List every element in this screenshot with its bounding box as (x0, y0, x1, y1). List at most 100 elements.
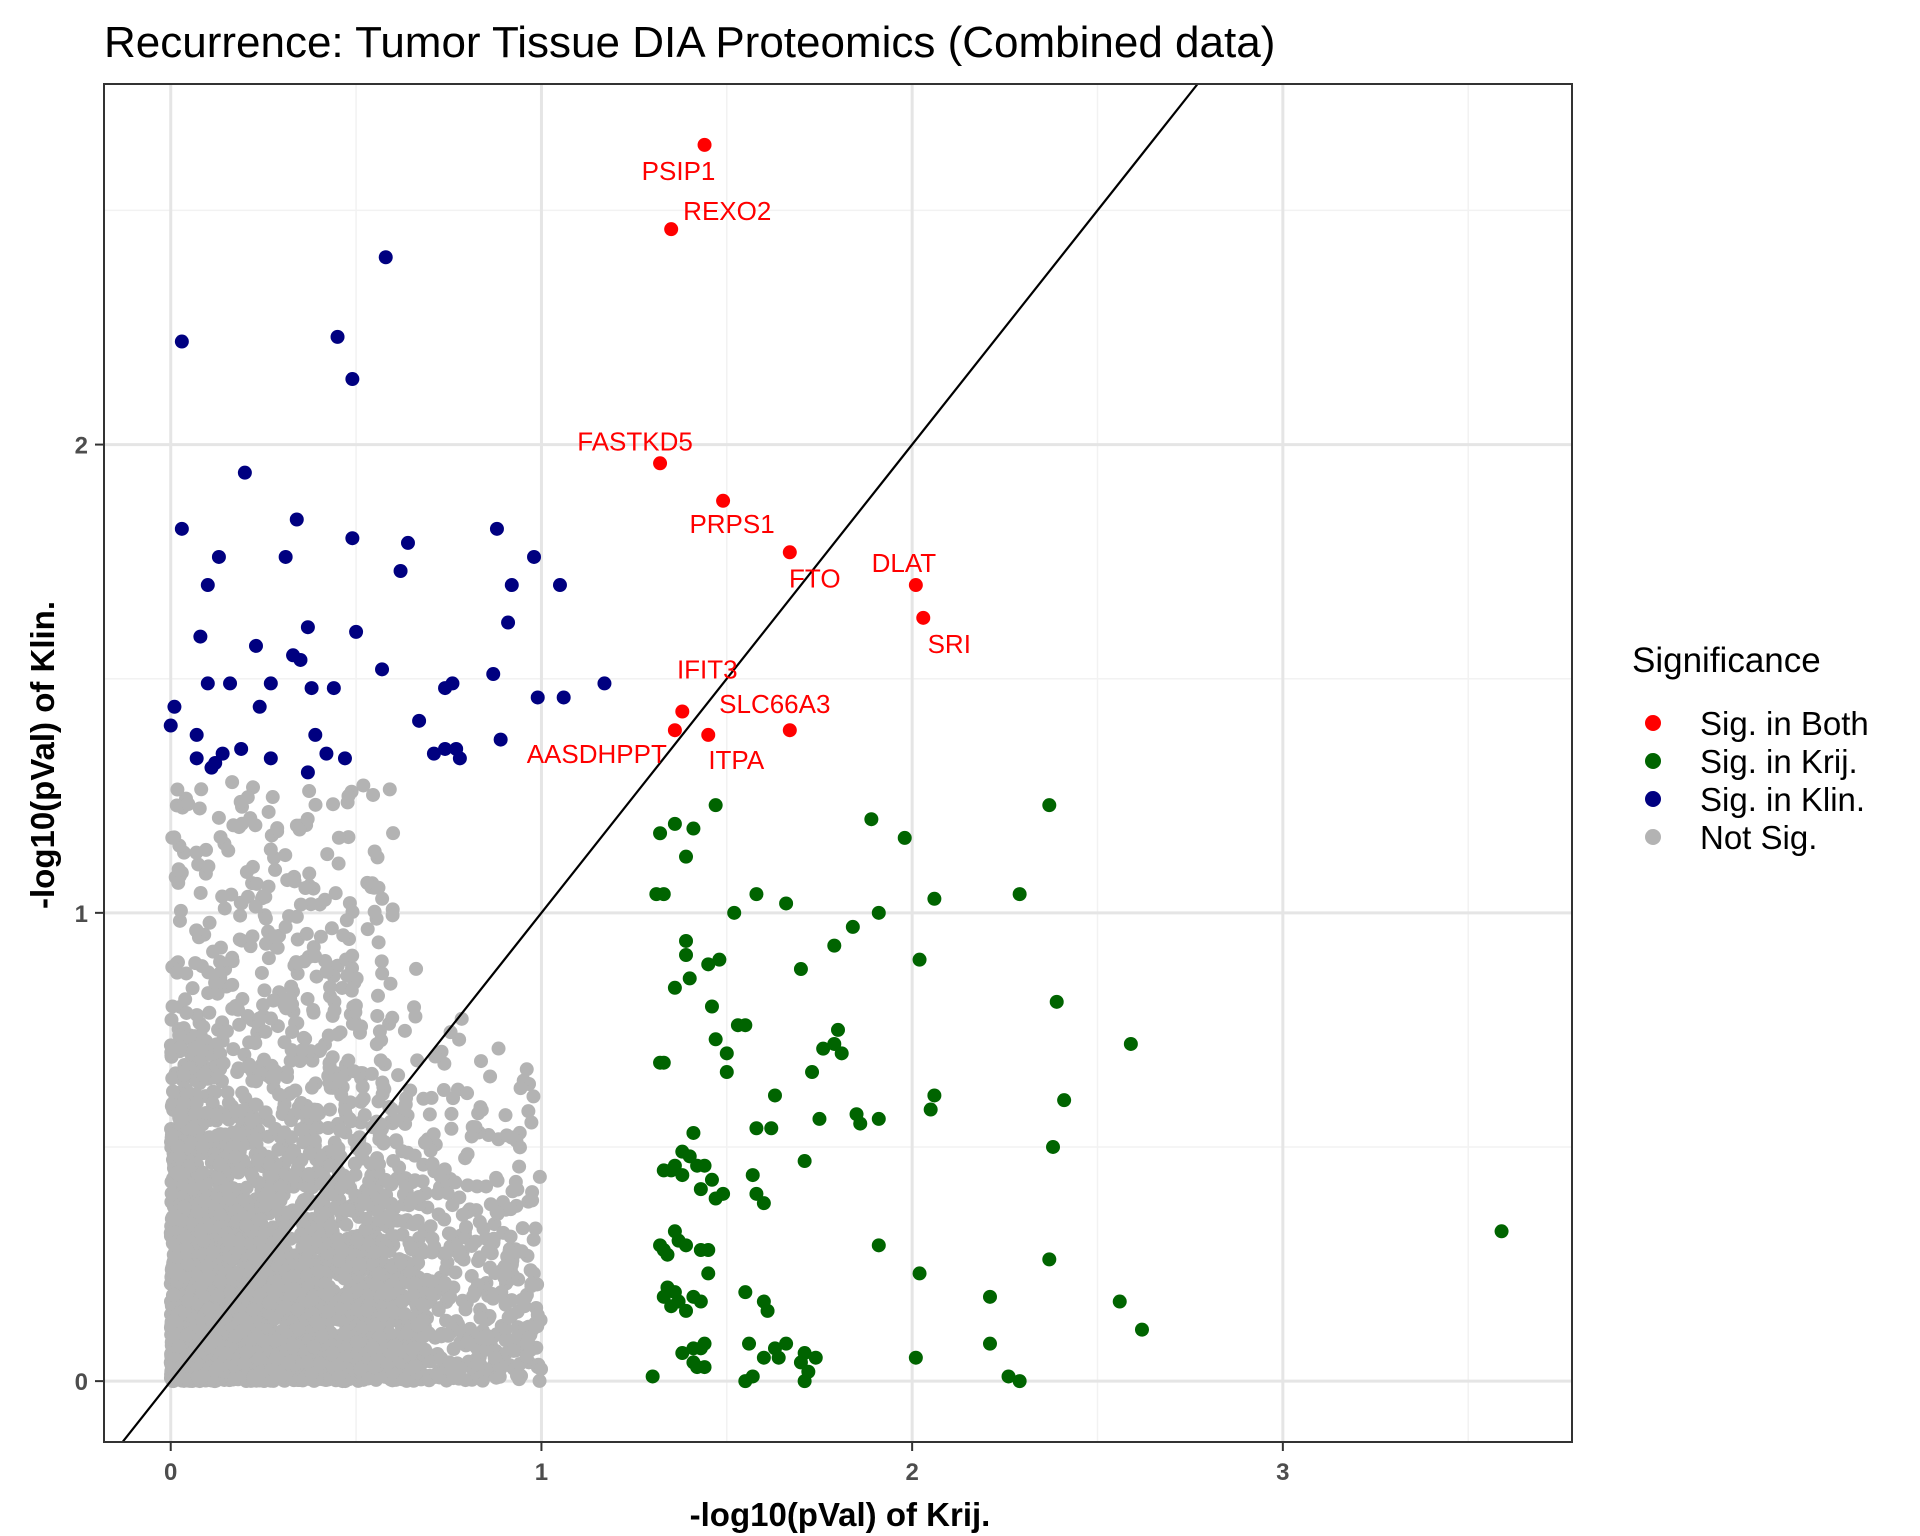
not-sig-point (370, 1008, 385, 1023)
not-sig-point (366, 787, 381, 802)
not-sig-point (213, 1207, 228, 1222)
not-sig-point (325, 1050, 340, 1065)
sig-in-krij-point (808, 1350, 823, 1365)
not-sig-point (389, 1133, 404, 1148)
not-sig-point (244, 1113, 259, 1128)
not-sig-point (202, 1005, 217, 1020)
sig-in-klin-point (204, 760, 219, 775)
not-sig-point (295, 1043, 310, 1058)
not-sig-point (296, 1030, 311, 1045)
not-sig-point (422, 1107, 437, 1122)
not-sig-point (342, 1112, 357, 1127)
not-sig-point (465, 1120, 480, 1135)
point-label-prps1: PRPS1 (689, 509, 774, 539)
not-sig-point (371, 1266, 386, 1281)
sig-in-krij-point (760, 1303, 775, 1318)
sig-in-krij-point (834, 1046, 849, 1061)
not-sig-point (498, 1108, 513, 1123)
sig-in-krij-point (927, 891, 942, 906)
not-sig-point (240, 790, 255, 805)
not-sig-point (291, 1321, 306, 1336)
not-sig-point (173, 903, 188, 918)
sig-in-krij-point (816, 1041, 831, 1056)
not-sig-point (371, 1094, 386, 1109)
not-sig-point (334, 1087, 349, 1102)
not-sig-point (341, 1053, 356, 1068)
sig-in-krij-point (727, 905, 742, 920)
not-sig-point (365, 1340, 380, 1355)
not-sig-point (489, 1170, 504, 1185)
not-sig-point (166, 1288, 181, 1303)
not-sig-point (376, 1308, 391, 1323)
sig-in-krij-point (693, 1182, 708, 1197)
sig-in-krij-point (667, 980, 682, 995)
not-sig-point (391, 1068, 406, 1083)
not-sig-point (272, 1087, 287, 1102)
not-sig-point (424, 1274, 439, 1289)
not-sig-point (226, 818, 241, 833)
not-sig-point (328, 886, 343, 901)
not-sig-point (321, 1304, 336, 1319)
y-tick-label: 0 (75, 1369, 88, 1396)
sig-in-klin-point (189, 727, 204, 742)
not-sig-point (283, 1085, 298, 1100)
not-sig-point (248, 1097, 263, 1112)
sig-in-klin-point (393, 564, 408, 579)
sig-in-klin-point (252, 699, 267, 714)
not-sig-point (424, 1090, 439, 1105)
x-tick-label: 3 (1276, 1459, 1289, 1486)
not-sig-point (165, 999, 180, 1014)
not-sig-point (324, 921, 339, 936)
sig-in-krij-point (645, 1369, 660, 1384)
point-label-psip1: PSIP1 (642, 156, 716, 186)
not-sig-point (370, 988, 385, 1003)
not-sig-point (357, 1108, 372, 1123)
not-sig-point (302, 866, 317, 881)
not-sig-point (460, 1335, 475, 1350)
not-sig-point (180, 1293, 195, 1308)
sig-in-klin-point (438, 681, 453, 696)
not-sig-point (194, 782, 209, 797)
not-sig-point (256, 1225, 271, 1240)
not-sig-point (185, 981, 200, 996)
not-sig-point (211, 1171, 226, 1186)
not-sig-point (503, 1229, 518, 1244)
not-sig-point (361, 1371, 376, 1386)
not-sig-point (208, 975, 223, 990)
not-sig-point (355, 1079, 370, 1094)
not-sig-point (408, 1276, 423, 1291)
not-sig-point (171, 875, 186, 890)
not-sig-point (443, 1025, 458, 1040)
not-sig-point (357, 1193, 372, 1208)
sig-in-krij-point (982, 1289, 997, 1304)
not-sig-point (213, 940, 228, 955)
point-label-rexo2: REXO2 (683, 196, 771, 226)
not-sig-point (332, 1312, 347, 1327)
not-sig-point (336, 928, 351, 943)
not-sig-point (530, 1307, 545, 1322)
not-sig-point (480, 1244, 495, 1259)
not-sig-point (169, 1165, 184, 1180)
not-sig-point (257, 983, 272, 998)
not-sig-point (218, 1127, 233, 1142)
not-sig-point (320, 847, 335, 862)
not-sig-point (348, 998, 363, 1013)
not-sig-point (205, 1245, 220, 1260)
x-tick-label: 1 (535, 1459, 548, 1486)
sig-in-both-point (916, 610, 931, 625)
panel-frame (103, 83, 1573, 1443)
point-label-fastkd5: FASTKD5 (577, 426, 693, 456)
not-sig-point (306, 1003, 321, 1018)
not-sig-point (285, 1169, 300, 1184)
not-sig-point (225, 977, 240, 992)
sig-in-klin-point (412, 713, 427, 728)
not-sig-point (437, 1162, 452, 1177)
not-sig-point (439, 1245, 454, 1260)
not-sig-point (339, 1217, 354, 1232)
not-sig-point (266, 993, 281, 1008)
not-sig-point (263, 842, 278, 857)
not-sig-point (173, 1107, 188, 1122)
not-sig-point (382, 1208, 397, 1223)
not-sig-point (289, 955, 304, 970)
not-sig-point (165, 1071, 180, 1086)
